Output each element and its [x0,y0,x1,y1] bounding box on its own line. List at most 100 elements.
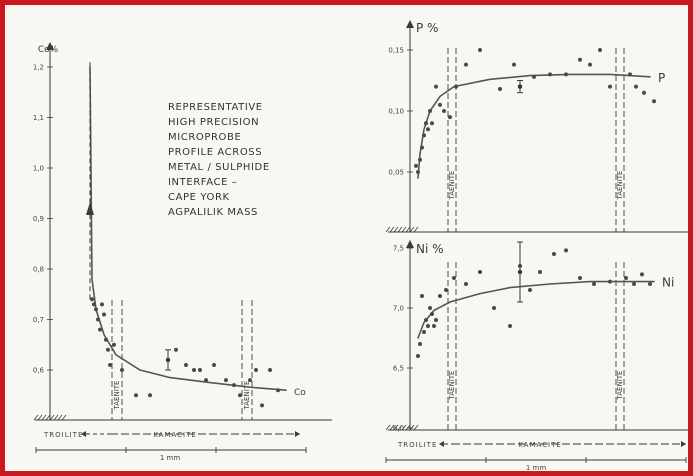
data-point [420,145,424,150]
data-point [640,272,644,277]
taenite-label: TAENITE [616,171,624,201]
baseline-hatch [385,226,391,233]
data-point [416,170,420,174]
data-point [98,327,102,332]
taenite-label: TAENITE [616,371,624,401]
region-label-right: KAMACITE [518,441,562,449]
annotation-block: REPRESENTATIVE HIGH PRECISION MICROPROBE PR… [168,102,270,218]
data-point [104,337,108,342]
data-point [422,330,426,334]
y-tick-label: 0,6 [33,367,45,375]
data-point [268,368,272,372]
baseline-hatch [41,414,47,421]
data-point [100,302,104,307]
data-point [212,362,216,367]
baseline-hatch [49,414,55,421]
y-axis-label: Co% [38,45,59,55]
data-point [96,317,100,322]
data-point [420,294,424,298]
y-tick-label: 0,7 [33,316,44,324]
data-point [198,368,202,372]
data-point [416,354,420,358]
data-point [448,115,452,120]
annotation-line: METAL / SULPHIDE [168,162,270,173]
data-point [94,307,98,312]
data-point [434,84,438,89]
data-point [452,276,456,280]
data-point [192,368,196,372]
data-point [512,62,516,67]
curve-label: Ni [662,276,674,290]
data-point [430,121,434,126]
annotation-line: PROFILE ACROSS [168,147,262,158]
data-point [508,324,512,328]
data-point [426,127,430,132]
data-point [598,48,602,52]
data-point [438,102,442,107]
baseline-hatch [393,424,399,431]
baseline-hatch [397,226,403,233]
error-bar-point [517,269,523,275]
y-tick-label: 6,0 [393,425,404,433]
data-point [134,393,138,398]
scale-bar-label: 1 mm [526,464,546,471]
y-axis-arrow [46,42,54,50]
region-label-left: TROILITE [397,441,437,449]
data-point [634,84,638,89]
data-point [528,288,532,292]
baseline-hatch [389,226,395,233]
baseline-hatch [393,226,399,233]
data-point [414,163,418,168]
data-point [492,306,496,310]
data-point [624,276,628,280]
data-point [564,72,568,77]
data-point [238,393,242,398]
baseline-hatch [53,414,59,421]
data-point [106,347,110,352]
y-axis-label: P % [416,21,438,35]
region-label-left: TROILITE [43,431,83,439]
data-point [224,378,228,383]
data-point [478,48,482,52]
fit-curve [89,66,287,391]
annotation-line: CAPE YORK [168,192,230,203]
chart-panel-1: Co% 1,2 1,1 1,0 0,9 0,8 0,7 0,6 TAENITE TAENITE Co… [33,42,332,462]
baseline-hatch [33,414,39,421]
data-point [538,270,542,274]
chart-panel-3: Ni %7,57,06,56,05,5TAENITETAENITENiTROIL… [385,240,688,471]
data-point [204,378,208,383]
data-point [632,282,636,286]
data-point [248,378,252,383]
data-point [438,294,442,298]
data-point [578,276,582,280]
data-point [642,90,646,95]
error-bar-point [517,84,523,89]
baseline-hatch [413,424,419,431]
data-point [442,109,446,113]
baseline-hatch [409,226,415,233]
data-point [418,342,422,346]
baseline-hatch [385,424,391,431]
y-tick-label: 0,05 [388,169,404,177]
taenite-label: TAENITE [243,381,251,411]
y-tick-label: 7,0 [393,305,404,313]
y-axis-arrow [406,240,414,248]
curve-label: P [658,71,665,85]
taenite-label: TAENITE [448,171,456,201]
data-point [90,297,94,302]
data-point [254,368,258,372]
y-tick-label: 7,5 [393,245,404,253]
data-point [552,252,556,256]
data-point [454,84,458,89]
baseline-hatch [397,424,403,431]
data-point [422,133,426,138]
y-tick-label: 0,10 [388,108,404,116]
baseline-hatch [401,226,407,233]
scale-bar-label: 1 mm [160,454,180,462]
data-point [478,270,482,274]
annotation-line: REPRESENTATIVE [168,102,263,113]
curve-label: Co [294,388,306,398]
baseline-hatch [37,414,43,421]
data-point [592,282,596,286]
